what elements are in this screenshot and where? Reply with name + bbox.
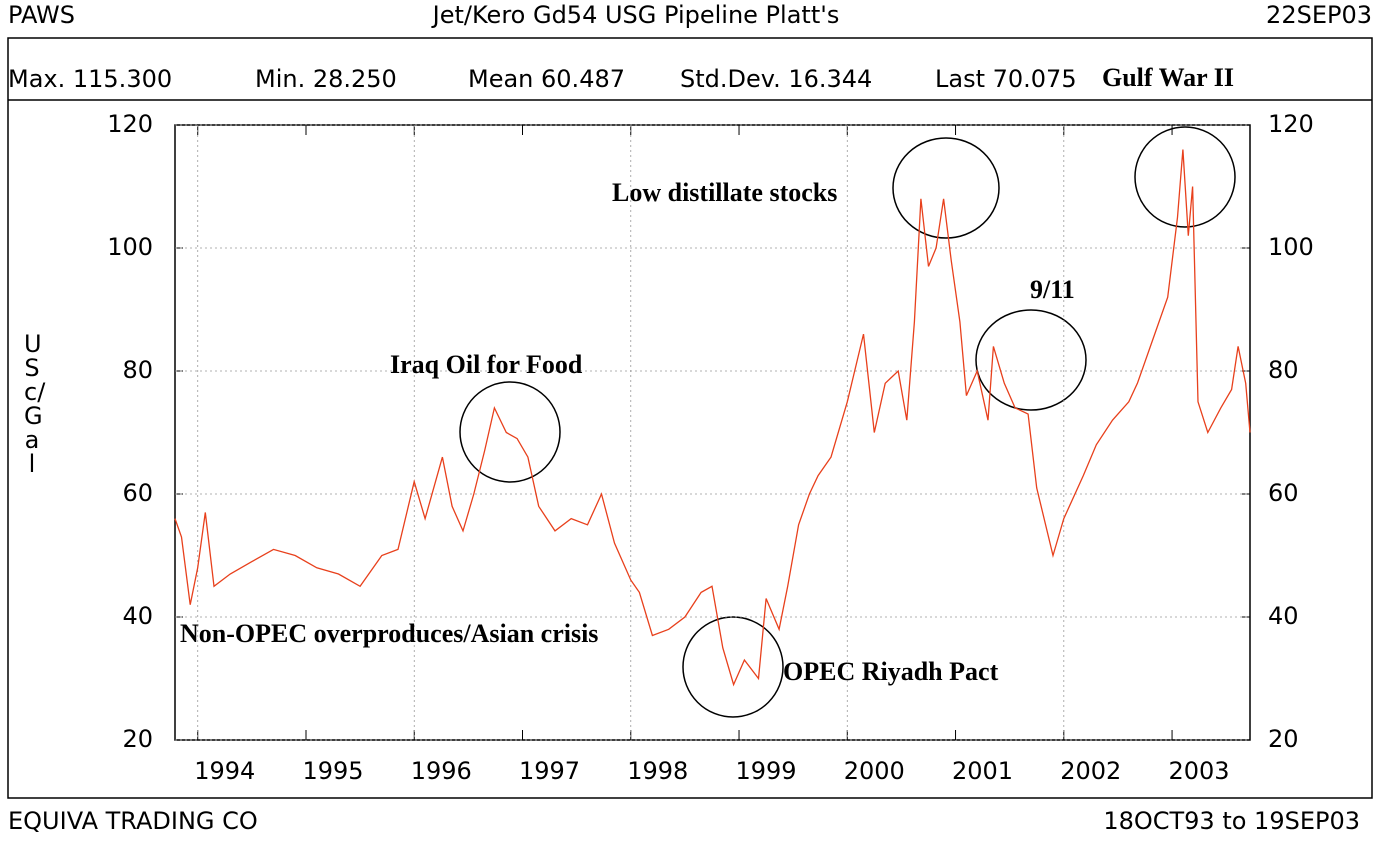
- x-tick-label: 1994: [194, 757, 255, 785]
- x-tick-label: 2001: [952, 757, 1013, 785]
- x-tick-label: 1997: [519, 757, 580, 785]
- annotation: Gulf War II: [1102, 63, 1234, 92]
- y-tick-label: 120: [107, 110, 153, 138]
- y-tick-label: 60: [122, 479, 153, 507]
- y-tick-label-right: 40: [1268, 602, 1299, 630]
- annotation: Iraq Oil for Food: [390, 350, 583, 379]
- circles: [459, 126, 1236, 718]
- y-tick-label-right: 20: [1268, 725, 1299, 753]
- y-tick-label: 100: [107, 233, 153, 261]
- circle: [459, 381, 561, 483]
- annotation: OPEC Riyadh Pact: [783, 657, 999, 686]
- x-tick-label: 1995: [302, 757, 363, 785]
- circle: [975, 309, 1087, 411]
- y-tick-label-right: 100: [1268, 233, 1314, 261]
- x-tick-label: 2000: [844, 757, 905, 785]
- y-tick-label-right: 120: [1268, 110, 1314, 138]
- frame: [7, 37, 1373, 799]
- header-left: PAWS: [8, 1, 75, 29]
- stat: Std.Dev. 16.344: [680, 65, 872, 93]
- circle: [682, 616, 784, 718]
- x-tick-label: 1996: [411, 757, 472, 785]
- annotation: Non-OPEC overproduces/Asian crisis: [180, 619, 598, 648]
- y-tick-label: 20: [122, 725, 153, 753]
- y-tick-label-right: 60: [1268, 479, 1299, 507]
- x-tick-label: 1998: [627, 757, 688, 785]
- line: [174, 149, 1251, 687]
- footer-left: EQUIVA TRADING CO: [8, 807, 258, 835]
- x-tick-label: 2002: [1060, 757, 1121, 785]
- circle: [892, 137, 1000, 239]
- annotation: Low distillate stocks: [612, 178, 837, 207]
- chart-title: Jet/Kero Gd54 USG Pipeline Platt's: [431, 1, 840, 29]
- y-tick-label: 80: [122, 356, 153, 384]
- y-axis-label: USc/Gal: [24, 330, 46, 478]
- stat: Last 70.075: [935, 65, 1077, 93]
- y-tick-label: 40: [122, 602, 153, 630]
- annotation: 9/11: [1030, 275, 1075, 304]
- stat: Min. 28.250: [255, 65, 397, 93]
- x-tick-label: 1999: [735, 757, 796, 785]
- y-tick-label-right: 80: [1268, 356, 1299, 384]
- header-right: 22SEP03: [1266, 1, 1372, 29]
- footer-right: 18OCT93 to 19SEP03: [1103, 807, 1360, 835]
- stat: Max. 115.300: [8, 65, 172, 93]
- x-tick-label: 2003: [1169, 757, 1230, 785]
- stat: Mean 60.487: [468, 65, 625, 93]
- circle: [1134, 126, 1236, 228]
